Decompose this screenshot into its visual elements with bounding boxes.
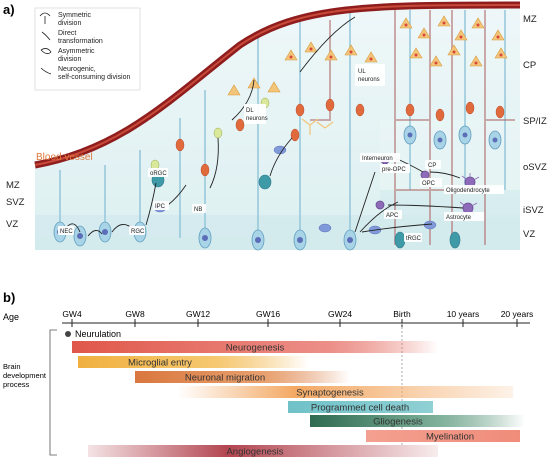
zone-right-osvz: oSVZ: [523, 162, 547, 173]
age-ticks: GW4 GW8 GW12 GW16 GW24 Birth 10 years 20 years: [62, 309, 533, 327]
cell-label-opc: OPC: [422, 181, 436, 187]
lineage-arrows: [65, 16, 464, 237]
bar-gliogenesis: [310, 415, 525, 427]
bar-neuronal-migration: [135, 371, 350, 383]
bar-angiogenesis: [88, 445, 438, 457]
zone-right-isvz: iSVZ: [523, 205, 544, 216]
legend-asymmetric-1: Asymmetric: [58, 48, 95, 55]
bar-microglial-entry: [78, 356, 308, 368]
development-bars: Neurogenesis Microglial entry Neuronal mig…: [72, 341, 525, 458]
bar-neurogenesis: [72, 341, 438, 353]
age-tick-label: GW16: [256, 309, 280, 319]
process-label-3: process: [3, 380, 30, 389]
cell-label-ipc: IPC: [155, 204, 166, 210]
panel-a-label: a): [3, 2, 15, 17]
process-bracket: [49, 329, 57, 456]
bar-synaptogenesis: [178, 386, 513, 398]
legend: Symmetric division Direct transformation…: [34, 7, 141, 91]
neurogenic-arrow-icon: [40, 67, 52, 75]
zone-left-vz: VZ: [6, 219, 18, 230]
asymmetric-arrow-icon: [40, 48, 52, 54]
bar-label: Synaptogenesis: [296, 388, 364, 399]
age-tick-label: 20 years: [501, 309, 534, 319]
blood-vessel-label: Blood vessel: [36, 152, 93, 163]
bar-label: Angiogenesis: [226, 447, 283, 458]
cell-label-nb: NB: [194, 207, 202, 213]
bar-programmed-cell-death: [288, 401, 433, 413]
legend-symmetric-2: division: [58, 20, 81, 27]
process-label-2: development: [3, 371, 47, 380]
age-tick-label: GW12: [186, 309, 210, 319]
bar-label: Microglial entry: [128, 358, 192, 369]
age-tick-label: Birth: [393, 309, 411, 319]
cell-label-ul-neurons-1: UL: [358, 69, 366, 75]
zone-right-mz: MZ: [523, 14, 537, 25]
zone-left-mz: MZ: [6, 180, 20, 191]
age-tick-label: GW24: [328, 309, 352, 319]
cell-label-dl-neurons-1: DL: [246, 108, 254, 114]
zone-right-vz: VZ: [523, 229, 535, 240]
bar-label: Programmed cell death: [311, 403, 409, 414]
bar-label: Neurogenesis: [226, 343, 285, 354]
age-tick-label: 10 years: [447, 309, 480, 319]
legend-direct-2: transformation: [58, 38, 103, 45]
legend-direct-1: Direct: [58, 30, 76, 37]
symmetric-arrow-icon: [39, 12, 51, 24]
bar-label: Gliogenesis: [373, 417, 423, 428]
legend-asymmetric-2: division: [58, 56, 81, 63]
legend-neurogenic-2: self-consuming division: [58, 74, 130, 81]
cell-label-nec: NEC: [60, 229, 73, 235]
zone-left-svz: SVZ: [6, 197, 25, 208]
age-tick-label: GW8: [125, 309, 145, 319]
cell-label-oligodendrocyte: Oligodendrocyte: [446, 188, 490, 194]
cell-label-pre-opc: pre-OPC: [382, 167, 406, 173]
neurulation-label: Neurulation: [75, 329, 121, 339]
bar-myelination: [366, 430, 520, 442]
cell-label-trgc: tRGC: [406, 236, 422, 242]
zone-right-sp-iz: SP/IZ: [523, 116, 547, 127]
age-tick-label: GW4: [62, 309, 82, 319]
deep-layer-neurons: [150, 97, 505, 177]
panel-b-label: b): [3, 290, 15, 305]
age-label: Age: [3, 312, 19, 322]
bar-label: Myelination: [426, 432, 474, 443]
cell-label-ul-neurons-2: neurons: [358, 77, 380, 83]
cell-label-apc: APC: [386, 213, 399, 219]
neurulation-marker: [65, 331, 71, 337]
cell-label-dl-neurons-2: neurons: [246, 116, 268, 122]
cell-label-astrocyte: Astrocyte: [446, 215, 472, 221]
zone-bands: [35, 120, 520, 250]
cell-label-orgc: oRGC: [150, 171, 167, 177]
cell-label-interneuron: Interneuron: [362, 156, 393, 162]
cell-label-rgc: RGC: [131, 229, 145, 235]
legend-symmetric-1: Symmetric: [58, 12, 92, 19]
process-label-1: Brain: [3, 362, 21, 371]
legend-neurogenic-1: Neurogenic,: [58, 66, 96, 73]
zone-right-cp: CP: [523, 60, 536, 71]
cell-label-cp: CP: [428, 163, 436, 169]
direct-arrow-icon: [41, 31, 51, 41]
bar-label: Neuronal migration: [185, 373, 265, 384]
